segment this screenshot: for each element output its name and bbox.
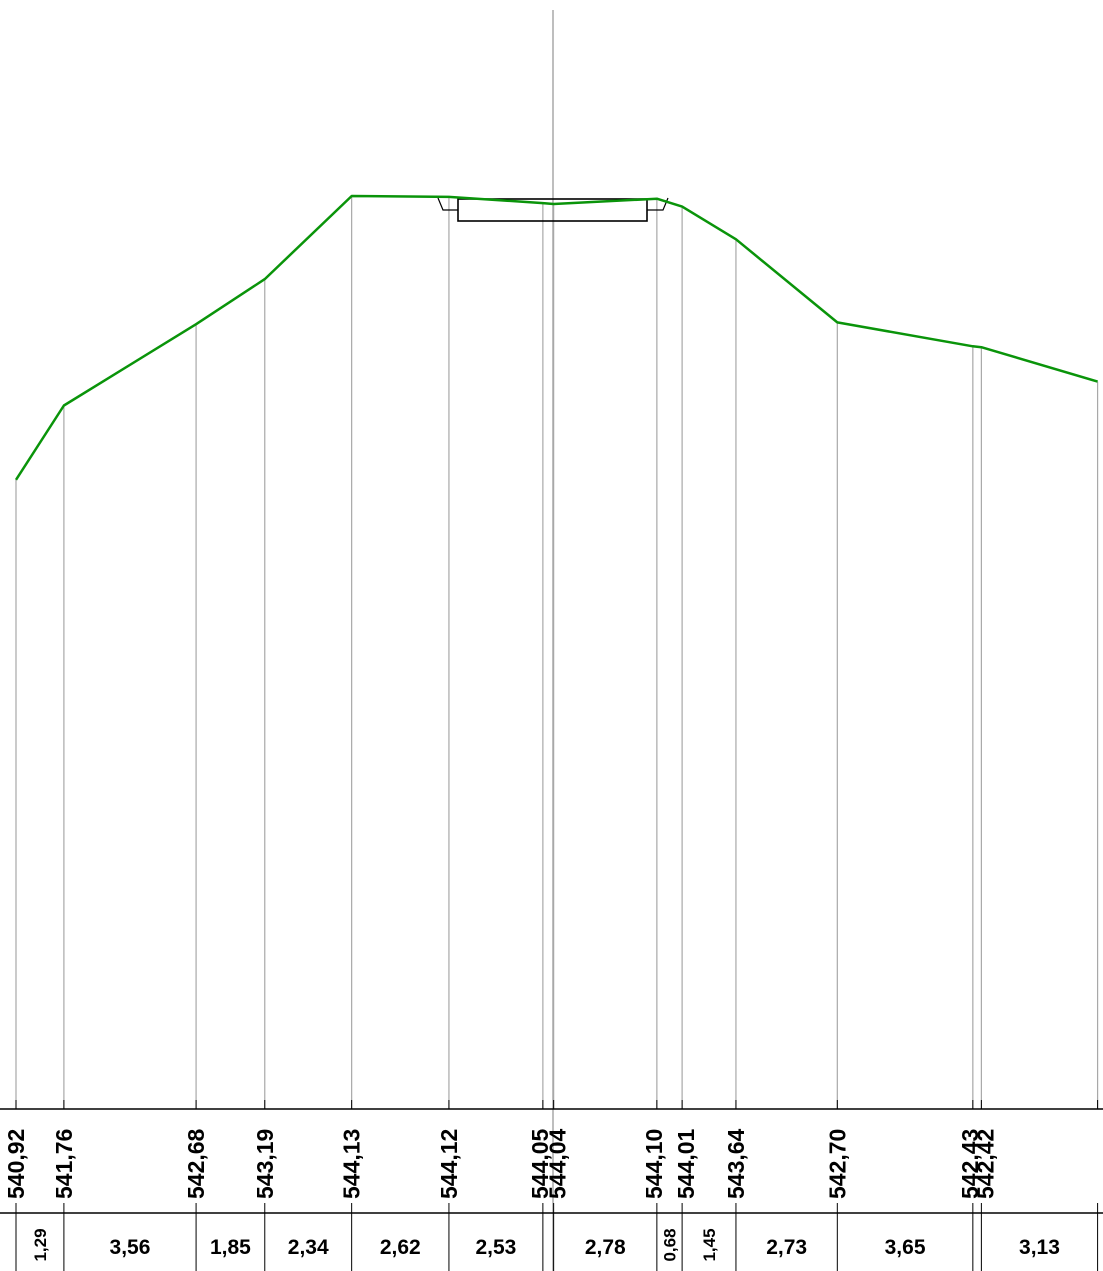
distance-row: 1,29 3,56 1,85 2,34 2,62 2,53 2,78 0,68 1,45 2,73… (31, 1228, 1060, 1261)
elevation-label: 543,19 (252, 1129, 278, 1199)
elevation-label: 543,64 (723, 1128, 749, 1199)
distance-label: 2,62 (380, 1236, 421, 1259)
elevation-label: 544,01 (673, 1128, 699, 1199)
terrain-profile-line (14, 194, 1098, 481)
elevation-label: 541,76 (51, 1129, 77, 1199)
station-gridlines (15, 196, 1099, 1109)
road-structure (437, 197, 669, 222)
distance-label: 1,45 (700, 1228, 719, 1261)
distance-label: 2,34 (288, 1236, 329, 1259)
distance-label: 0,68 (660, 1228, 679, 1261)
elevation-label: 542,68 (183, 1128, 209, 1199)
distance-label: 1,29 (31, 1228, 50, 1261)
elevation-label: 544,12 (436, 1129, 462, 1199)
data-table (0, 1100, 1103, 1271)
distance-label: 2,78 (585, 1236, 626, 1259)
distance-label: 3,56 (110, 1236, 151, 1259)
elevation-label: 540,92 (3, 1129, 29, 1199)
left-curb (437, 197, 458, 211)
elevation-label: 542,70 (824, 1129, 850, 1199)
distance-label: 2,73 (766, 1236, 807, 1259)
distance-label: 2,53 (475, 1236, 516, 1259)
distance-label: 3,65 (885, 1236, 926, 1259)
elevation-label: 544,05 (527, 1128, 553, 1199)
elevation-row: 540,92 541,76 542,68 543,19 544,13 544,12 544,… (3, 1128, 998, 1199)
elevation-label: 544,13 (339, 1129, 365, 1199)
elevation-label: 542,43 (957, 1129, 983, 1199)
elevation-label: 544,10 (641, 1129, 667, 1199)
distance-label: 1,85 (210, 1236, 251, 1259)
elevation-label: 542,42 (972, 1129, 998, 1199)
elevation-label: 544,04 (545, 1128, 571, 1199)
distance-label: 3,13 (1019, 1236, 1060, 1259)
